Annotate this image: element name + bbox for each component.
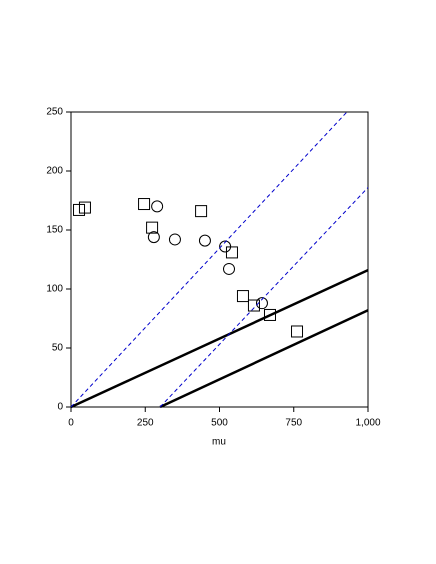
square-point <box>291 325 304 338</box>
y-tick-label: 150 <box>46 225 63 236</box>
x-tick-label: 250 <box>137 418 154 429</box>
line <box>70 111 348 408</box>
square-point <box>146 221 159 234</box>
plot-frame <box>70 111 369 408</box>
x-axis-label: mu <box>212 437 226 448</box>
circle-point <box>219 240 232 253</box>
y-tick-label: 100 <box>46 284 63 295</box>
circle-point <box>223 262 236 275</box>
square-point <box>247 299 260 312</box>
y-tick-label: 200 <box>46 166 63 177</box>
circle-point <box>198 234 211 247</box>
y-tick-label: 250 <box>46 107 63 118</box>
circle-point <box>255 297 268 310</box>
square-point <box>138 198 151 211</box>
line <box>159 187 369 408</box>
circle-point <box>147 231 160 244</box>
line <box>159 309 369 409</box>
square-point <box>78 201 91 214</box>
y-tick-label: 0 <box>57 402 63 413</box>
x-tick-label: 500 <box>211 418 228 429</box>
line <box>70 268 369 409</box>
square-point <box>263 308 276 321</box>
circle-point <box>151 200 164 213</box>
x-tick-label: 750 <box>285 418 302 429</box>
square-point <box>225 246 238 259</box>
x-tick-label: 1,000 <box>355 418 380 429</box>
circle-point <box>168 233 181 246</box>
square-point <box>236 290 249 303</box>
x-tick-label: 0 <box>68 418 74 429</box>
y-tick-label: 50 <box>52 343 64 354</box>
square-point <box>195 205 208 218</box>
